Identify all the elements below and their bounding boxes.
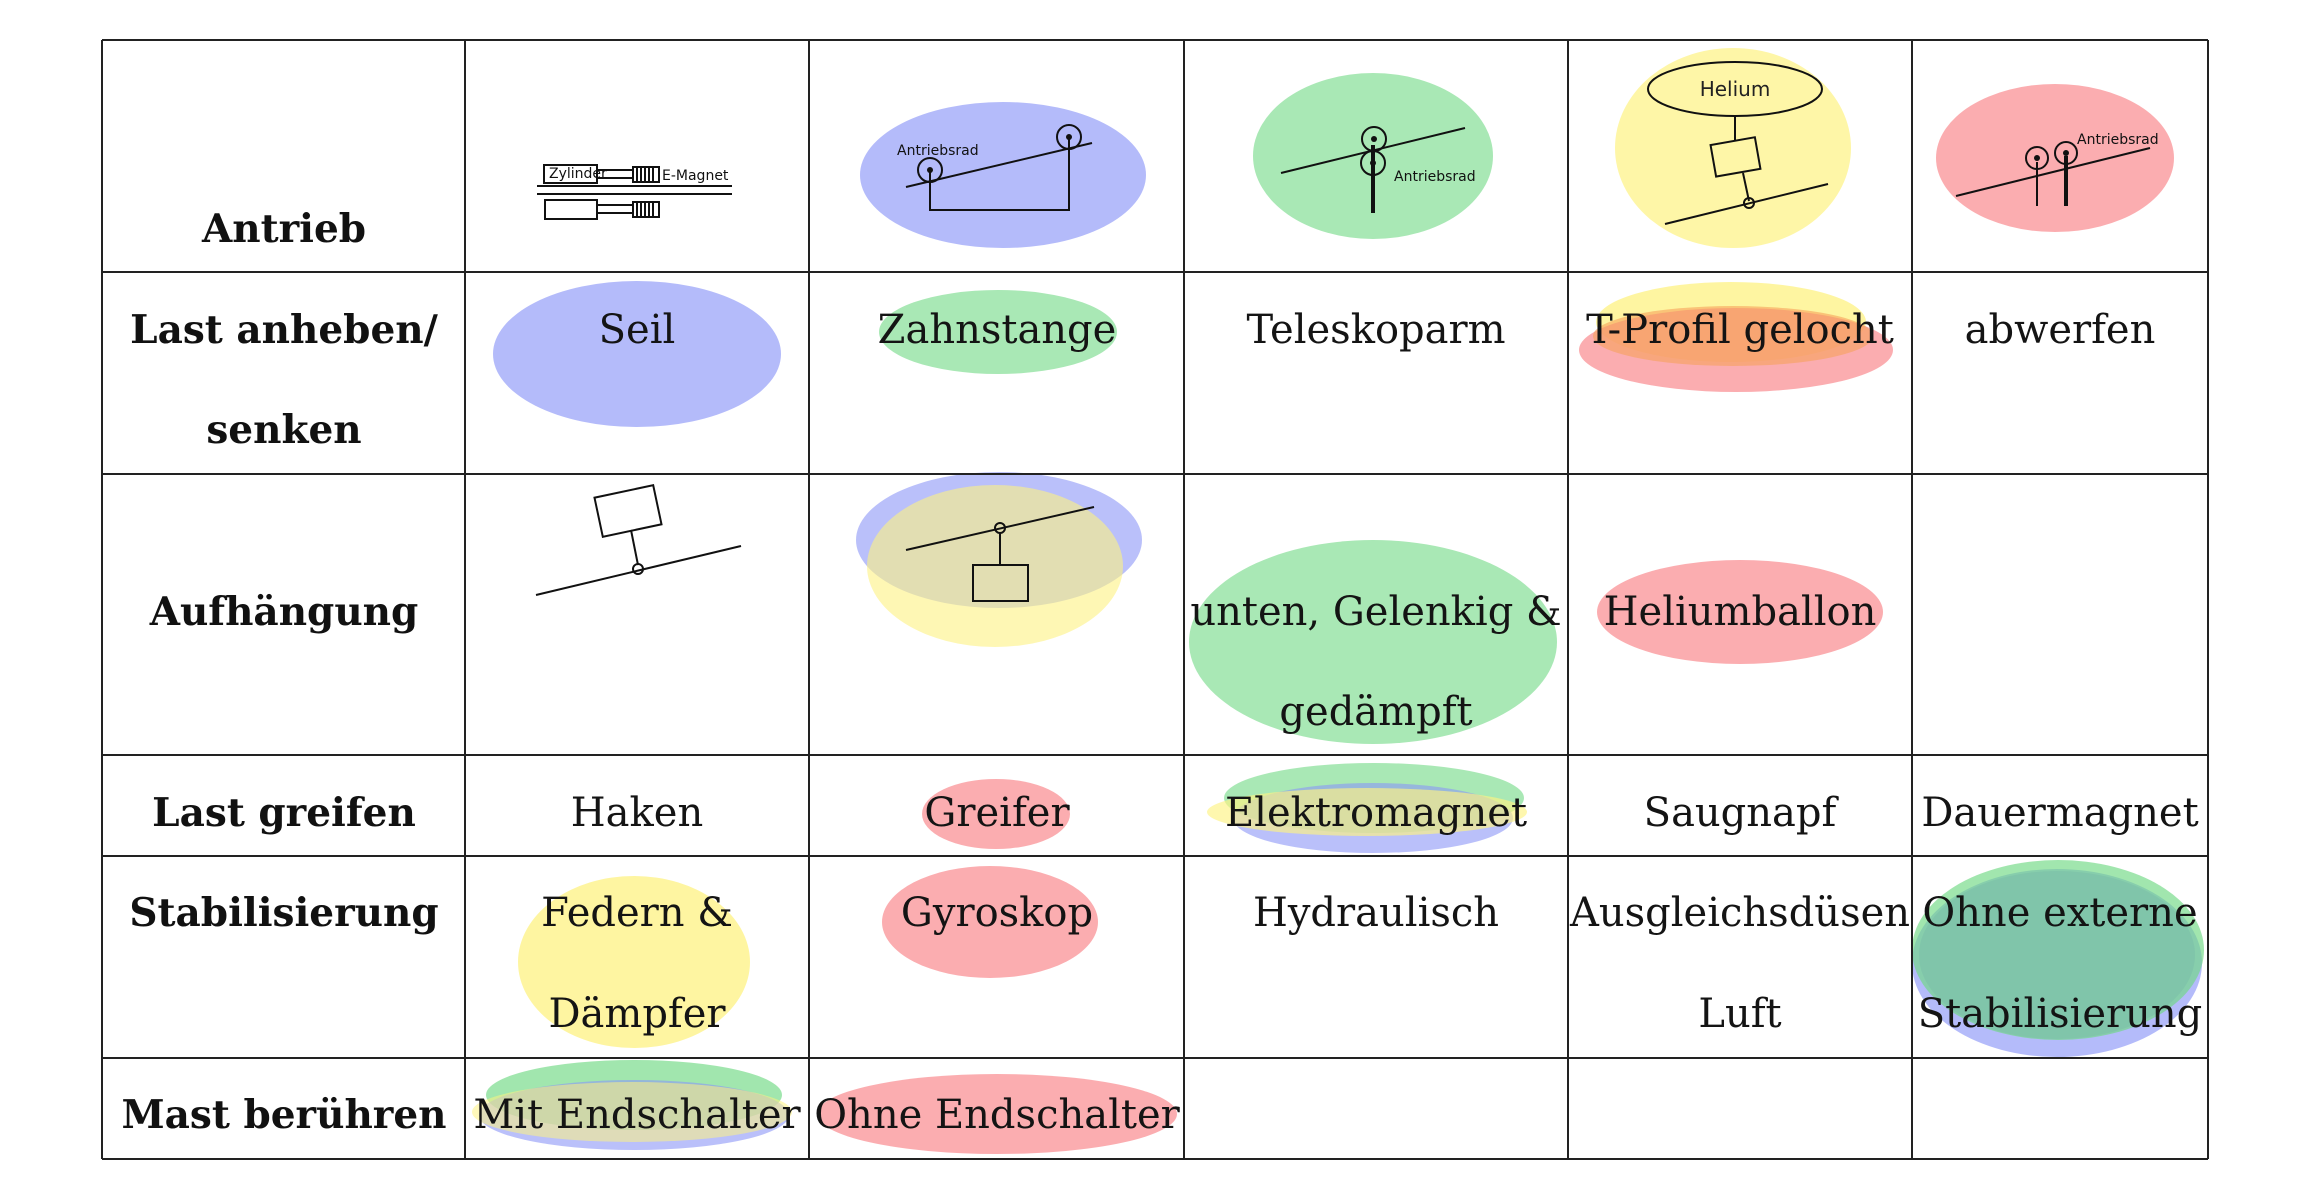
row-header-stabilisierung: Stabilisierung bbox=[129, 890, 438, 936]
cell-seil: Seil bbox=[599, 307, 676, 353]
row-header-last-greifen: Last greifen bbox=[152, 790, 416, 836]
row-header-mast-beruehren: Mast berühren bbox=[121, 1092, 446, 1138]
cell-dauermagnet: Dauermagnet bbox=[1921, 790, 2198, 836]
mark-zahnstange-green bbox=[879, 290, 1117, 374]
suspension-bottom-sketch bbox=[905, 506, 1095, 602]
cell-teleskoparm: Teleskoparm bbox=[1246, 307, 1505, 353]
row-header-last-anheben: Last anheben/ bbox=[130, 307, 438, 353]
drive-wheel-pinch-sketch: Antriebsrad bbox=[1280, 126, 1476, 213]
cell-saugnapf: Saugnapf bbox=[1644, 790, 1840, 836]
cell-unten-gelenkig: unten, Gelenkig & bbox=[1190, 589, 1561, 635]
antriebsrad-label: Antriebsrad bbox=[897, 143, 979, 159]
mark-ohne-endschalter-red bbox=[817, 1074, 1177, 1154]
mark-gyroskop-red bbox=[882, 866, 1098, 978]
cell-haken: Haken bbox=[571, 790, 703, 836]
e-magnet-label: E-Magnet bbox=[662, 168, 729, 184]
table-grid bbox=[101, 39, 2209, 1160]
cell-abwerfen: abwerfen bbox=[1965, 307, 2156, 353]
drive-wheel-pulley-sketch: Antriebsrad bbox=[897, 124, 1093, 211]
cell-stabilisierung: Stabilisierung bbox=[1918, 991, 2203, 1037]
cell-gedaempft: gedämpft bbox=[1279, 689, 1472, 735]
cell-luft: Luft bbox=[1698, 991, 1781, 1037]
row-header-senken: senken bbox=[206, 407, 361, 453]
mark-antrieb-helium-yellow bbox=[1615, 48, 1851, 248]
helium-label: Helium bbox=[1700, 77, 1771, 101]
mark-federn-yellow bbox=[518, 876, 750, 1048]
mark-mit-endschalter-yellow bbox=[472, 1082, 792, 1142]
cell-elektromagnet: Elektromagnet bbox=[1225, 790, 1527, 836]
suspension-top-sketch bbox=[535, 484, 742, 596]
antriebsrad-label: Antriebsrad bbox=[2077, 132, 2159, 148]
cell-ohne-endschalter: Ohne Endschalter bbox=[814, 1092, 1180, 1138]
mark-seil-blue bbox=[493, 281, 781, 427]
cell-gyroskop: Gyroskop bbox=[901, 890, 1093, 936]
mark-antrieb-pulley-blue bbox=[860, 102, 1146, 248]
cell-daempfer: Dämpfer bbox=[548, 991, 726, 1037]
drive-wheels-double-sketch: Antriebsrad bbox=[1955, 132, 2159, 206]
cell-texts: Seil Zahnstange Teleskoparm T-Profil gel… bbox=[473, 307, 2202, 1138]
zylinder-label: Zylinder bbox=[549, 166, 607, 182]
mark-greifer-red bbox=[922, 779, 1070, 849]
row-headers: Antrieb Last anheben/ senken Aufhängung … bbox=[121, 206, 446, 1138]
cylinder-electromagnet-sketch: Zylinder E-Magnet bbox=[537, 164, 732, 220]
mark-antrieb-double-red bbox=[1936, 84, 2174, 232]
highlight-marks bbox=[472, 48, 2204, 1154]
cell-zahnstange: Zahnstange bbox=[878, 307, 1117, 353]
cell-federn: Federn & bbox=[541, 890, 733, 936]
antriebsrad-label: Antriebsrad bbox=[1394, 169, 1476, 185]
helium-balloon-sketch: Helium bbox=[1647, 61, 1829, 225]
cell-heliumballon: Heliumballon bbox=[1604, 589, 1877, 635]
row-header-antrieb: Antrieb bbox=[201, 206, 366, 252]
mark-elektromagnet-yellow bbox=[1207, 788, 1527, 836]
cell-mit-endschalter: Mit Endschalter bbox=[473, 1092, 801, 1138]
cell-ausgleichsduesen: Ausgleichsdüsen bbox=[1569, 890, 1910, 936]
mark-ohne-externe-teal bbox=[1919, 871, 2195, 1039]
row-header-aufhaengung: Aufhängung bbox=[149, 589, 419, 635]
mark-heliumballon-red bbox=[1597, 560, 1883, 664]
mark-tprofil-orange bbox=[1593, 306, 1873, 366]
mark-gelenkig-green bbox=[1189, 540, 1557, 744]
cell-hydraulisch: Hydraulisch bbox=[1253, 890, 1499, 936]
cell-t-profil: T-Profil gelocht bbox=[1586, 307, 1894, 353]
cell-ohne-externe: Ohne externe bbox=[1922, 890, 2197, 936]
cell-greifer: Greifer bbox=[924, 790, 1070, 836]
